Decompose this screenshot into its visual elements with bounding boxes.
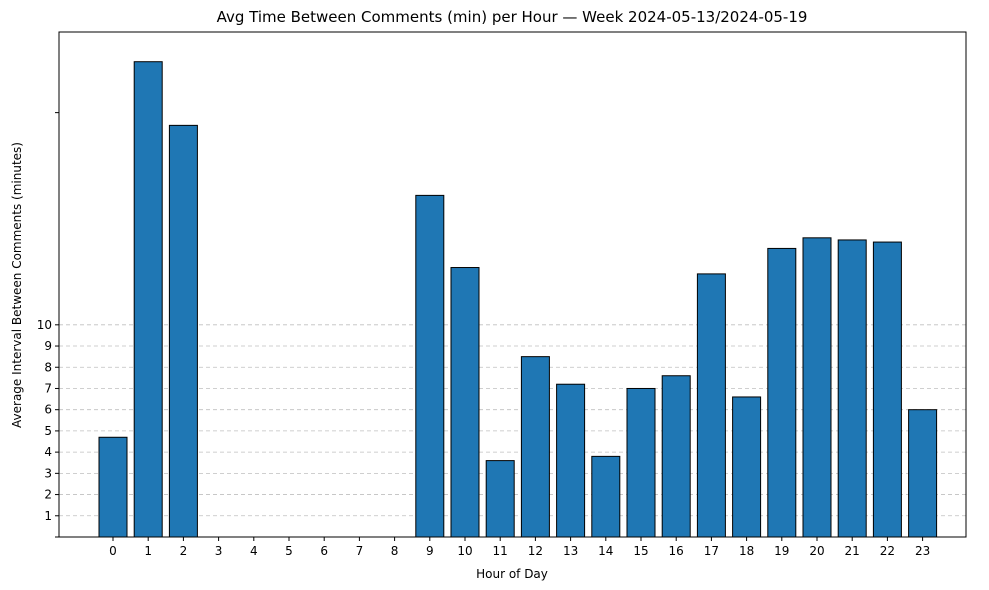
x-axis-label: Hour of Day: [476, 567, 548, 581]
y-tick-label: 2: [44, 488, 52, 502]
bar: [696, 273, 726, 538]
x-tick-label: 1: [144, 544, 152, 558]
x-tick-label: 17: [704, 544, 719, 558]
y-tick-label: 3: [44, 466, 52, 480]
y-axis-label: Average Interval Between Comments (minut…: [10, 142, 24, 428]
y-tick-label: 8: [44, 360, 52, 374]
x-tick-label: 3: [215, 544, 223, 558]
bar: [872, 241, 902, 538]
x-tick-label: 11: [493, 544, 508, 558]
y-axis-ticks: 1 2 3 4 5 6 7 8 9 10: [37, 112, 59, 538]
y-tick-label: 10: [37, 318, 52, 332]
x-tick-label: 15: [633, 544, 648, 558]
x-tick-label: 9: [426, 544, 434, 558]
x-tick-label: 5: [285, 544, 293, 558]
plot-frame: [58, 31, 967, 538]
y-tick-label: 1: [44, 509, 52, 523]
x-tick-label: 23: [915, 544, 930, 558]
bar: [908, 409, 938, 538]
y-tick-label: 4: [44, 445, 52, 459]
x-tick-label: 20: [809, 544, 824, 558]
bar: [767, 247, 797, 538]
bar: [98, 436, 128, 538]
bar: [556, 383, 586, 538]
chart-title: Avg Time Between Comments (min) per Hour…: [217, 8, 808, 26]
bar: [837, 239, 867, 538]
x-tick-label: 0: [109, 544, 117, 558]
bar: [661, 375, 691, 538]
x-tick-label: 4: [250, 544, 258, 558]
x-axis-ticks: 0 1 2 3 4 5 6 7 8 9 10 11 12 13 14 15 16 17 18 19 20 21 22 23: [109, 537, 930, 558]
x-tick-label: 2: [180, 544, 188, 558]
x-tick-label: 12: [528, 544, 543, 558]
bar: [802, 237, 832, 538]
bar: [732, 396, 762, 538]
bar: [168, 124, 198, 538]
x-tick-label: 14: [598, 544, 613, 558]
y-tick-label: 5: [44, 424, 52, 438]
bar: [450, 267, 480, 538]
bar: [485, 460, 515, 538]
x-tick-label: 10: [457, 544, 472, 558]
x-tick-label: 21: [845, 544, 860, 558]
x-tick-label: 13: [563, 544, 578, 558]
x-tick-label: 8: [391, 544, 399, 558]
y-tick-label: 7: [44, 381, 52, 395]
x-tick-label: 18: [739, 544, 754, 558]
x-tick-label: 19: [774, 544, 789, 558]
x-tick-label: 6: [320, 544, 328, 558]
y-tick-label: 6: [44, 403, 52, 417]
bars: [98, 61, 938, 538]
bar: [591, 455, 621, 538]
x-tick-label: 22: [880, 544, 895, 558]
bar: [626, 387, 656, 538]
bar: [415, 194, 445, 538]
x-tick-label: 7: [356, 544, 364, 558]
y-tick-label: 9: [44, 339, 52, 353]
bar: [520, 356, 550, 538]
x-tick-label: 16: [669, 544, 684, 558]
bar: [133, 61, 163, 538]
